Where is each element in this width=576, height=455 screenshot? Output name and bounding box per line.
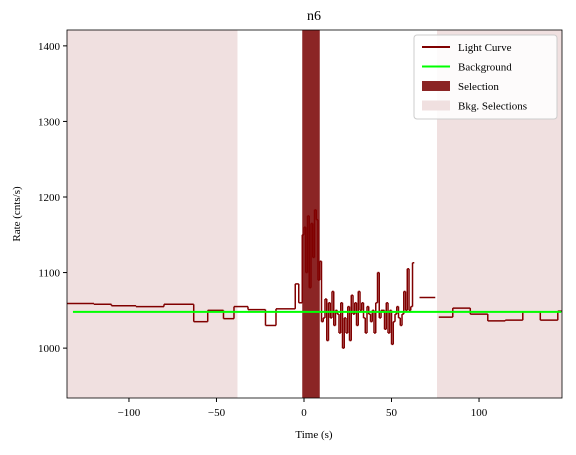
legend-swatch — [422, 81, 450, 91]
y-tick-label: 1400 — [38, 41, 61, 53]
plot-frame — [66, 29, 563, 399]
x-axis-label: Time (s) — [295, 429, 333, 441]
legend-label: Selection — [458, 81, 499, 93]
y-axis-label: Rate (cnts/s) — [11, 186, 23, 242]
x-tick-label: 50 — [386, 407, 398, 419]
x-tick-label: 100 — [471, 407, 488, 419]
legend-label: Bkg. Selections — [458, 101, 527, 113]
legend-swatch — [422, 100, 450, 111]
y-tick-label: 1100 — [38, 268, 60, 280]
x-tick-label: 0 — [301, 407, 307, 419]
y-tick-label: 1300 — [38, 116, 61, 128]
legend-label: Light Curve — [458, 42, 512, 54]
selection — [302, 30, 320, 398]
chart-title: n6 — [307, 9, 321, 24]
legend-box — [413, 34, 558, 120]
x-tick-label: −100 — [118, 407, 141, 419]
bkg-selection — [67, 30, 238, 398]
y-tick-label: 1200 — [38, 192, 61, 204]
legend-label: Background — [458, 62, 512, 74]
x-tick-label: −50 — [208, 407, 226, 419]
y-tick-label: 1000 — [38, 343, 61, 355]
